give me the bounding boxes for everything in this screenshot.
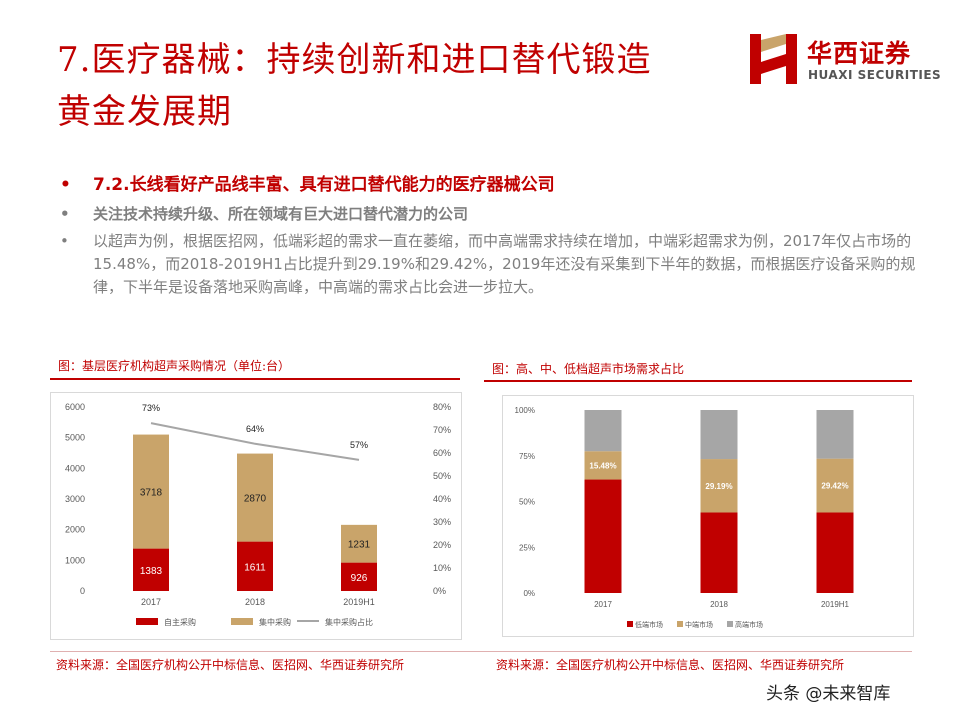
y-axis-left-tick: 1000 (65, 555, 85, 565)
legend-swatch (727, 621, 733, 627)
huaxi-logo: 华西证券 HUAXI SECURITIES (748, 30, 938, 88)
legend-label: 高端市场 (735, 620, 763, 629)
y-axis-right-tick: 10% (433, 563, 451, 573)
legend-label: 自主采购 (164, 617, 196, 627)
legend-swatch (627, 621, 633, 627)
bullet-heading: • 7.2.长线看好产品线丰富、具有进口替代能力的医疗器械公司 (60, 172, 920, 198)
chart2-svg: 0% 25% 50% 75% 100% 15.48% 2017 29.19% 2018 29.42… (503, 396, 913, 636)
y-axis-right-tick: 50% (433, 471, 451, 481)
bar-data-label: 2870 (244, 494, 267, 505)
y-axis-right-tick: 0% (433, 586, 446, 596)
legend-swatch (231, 618, 253, 625)
chart1-divider (50, 378, 460, 380)
y-axis-right-tick: 20% (433, 540, 451, 550)
logo-chinese-name: 华西证券 (807, 34, 911, 70)
chart2-container: 0% 25% 50% 75% 100% 15.48% 2017 29.19% 2018 29.42… (502, 395, 914, 637)
x-axis-tick: 2018 (245, 597, 265, 607)
slide-title-line1: 7.医疗器械：持续创新和进口替代锻造 (57, 34, 747, 86)
legend-label: 集中采购占比 (325, 617, 373, 627)
chart2-divider (484, 380, 912, 382)
y-axis-left-tick: 5000 (65, 433, 85, 443)
logo-english-name: HUAXI SECURITIES (808, 68, 941, 82)
huaxi-logo-mark (748, 32, 800, 86)
bar-data-label: 29.42% (821, 482, 848, 491)
bar-data-label: 1611 (244, 562, 266, 573)
x-axis-tick: 2018 (710, 600, 728, 609)
y-axis-right-tick: 70% (433, 425, 451, 435)
line-data-label: 57% (350, 440, 368, 450)
y-axis-left-tick: 3000 (65, 494, 85, 504)
legend-label: 中端市场 (685, 620, 713, 629)
bar-segment (585, 410, 622, 451)
watermark: 头条 @未来智库 (766, 679, 890, 704)
slide-title: 7.医疗器械：持续创新和进口替代锻造 黄金发展期 (57, 34, 747, 138)
x-axis-tick: 2017 (594, 600, 612, 609)
x-axis-tick: 2019H1 (343, 597, 375, 607)
bar-segment (585, 480, 622, 593)
bullet-subheading: • 关注技术持续升级、所在领域有巨大进口替代潜力的公司 (60, 202, 920, 226)
y-axis-tick: 0% (523, 589, 535, 598)
y-axis-tick: 75% (519, 452, 535, 461)
y-axis-left-tick: 2000 (65, 525, 85, 535)
bar-data-label: 29.19% (705, 482, 732, 491)
bar-data-label: 926 (351, 573, 368, 584)
bullet-body: • 以超声为例，根据医招网，低端彩超的需求一直在萎缩，而中高端需求持续在增加，中… (60, 230, 920, 299)
chart2-source: 资料来源：全国医疗机构公开中标信息、医招网、华西证券研究所 (496, 656, 844, 673)
source-divider (50, 651, 912, 652)
x-axis-tick: 2019H1 (821, 600, 850, 609)
y-axis-left-tick: 4000 (65, 463, 85, 473)
y-axis-tick: 100% (515, 406, 535, 415)
bullet-dot: • (60, 202, 70, 226)
chart1-caption: 图：基层医疗机构超声采购情况（单位:台） (58, 357, 290, 374)
y-axis-right-tick: 60% (433, 448, 451, 458)
bar-data-label: 3718 (140, 488, 163, 499)
y-axis-right-tick: 80% (433, 402, 451, 412)
line-data-label: 73% (142, 403, 160, 413)
bullet-dot: • (60, 230, 69, 253)
y-axis-tick: 25% (519, 543, 535, 552)
bullet-subheading-text: 关注技术持续升级、所在领域有巨大进口替代潜力的公司 (93, 205, 468, 223)
bar-segment (817, 512, 854, 593)
line-data-label: 64% (246, 424, 264, 434)
bar-segment (701, 410, 738, 459)
legend-swatch (677, 621, 683, 627)
legend-label: 集中采购 (259, 617, 291, 627)
x-axis-tick: 2017 (141, 597, 161, 607)
bar-data-label: 1231 (348, 540, 371, 551)
bullet-body-text: 以超声为例，根据医招网，低端彩超的需求一直在萎缩，而中高端需求持续在增加，中端彩… (93, 232, 915, 296)
y-axis-tick: 50% (519, 498, 535, 507)
y-axis-left-tick: 6000 (65, 402, 85, 412)
slide-title-line2: 黄金发展期 (57, 86, 747, 138)
y-axis-left-tick: 0 (80, 586, 85, 596)
chart1-source: 资料来源：全国医疗机构公开中标信息、医招网、华西证券研究所 (56, 656, 404, 673)
y-axis-right-tick: 40% (433, 494, 451, 504)
bullet-list: • 7.2.长线看好产品线丰富、具有进口替代能力的医疗器械公司 • 关注技术持续… (60, 172, 920, 303)
bar-segment (817, 410, 854, 459)
bullet-dot: • (60, 172, 71, 198)
legend-swatch (136, 618, 158, 625)
bullet-heading-text: 7.2.长线看好产品线丰富、具有进口替代能力的医疗器械公司 (93, 175, 555, 195)
chart1-container: 0 1000 2000 3000 4000 5000 6000 0% 10% 20% 30% 40% 5… (50, 392, 462, 640)
bar-data-label: 1383 (140, 566, 163, 577)
chart2-caption: 图：高、中、低档超声市场需求占比 (492, 360, 684, 377)
chart1-svg: 0 1000 2000 3000 4000 5000 6000 0% 10% 20% 30% 40% 5… (51, 393, 461, 639)
y-axis-right-tick: 30% (433, 517, 451, 527)
legend-label: 低端市场 (635, 620, 663, 629)
bar-segment (701, 512, 738, 593)
bar-data-label: 15.48% (589, 461, 616, 470)
